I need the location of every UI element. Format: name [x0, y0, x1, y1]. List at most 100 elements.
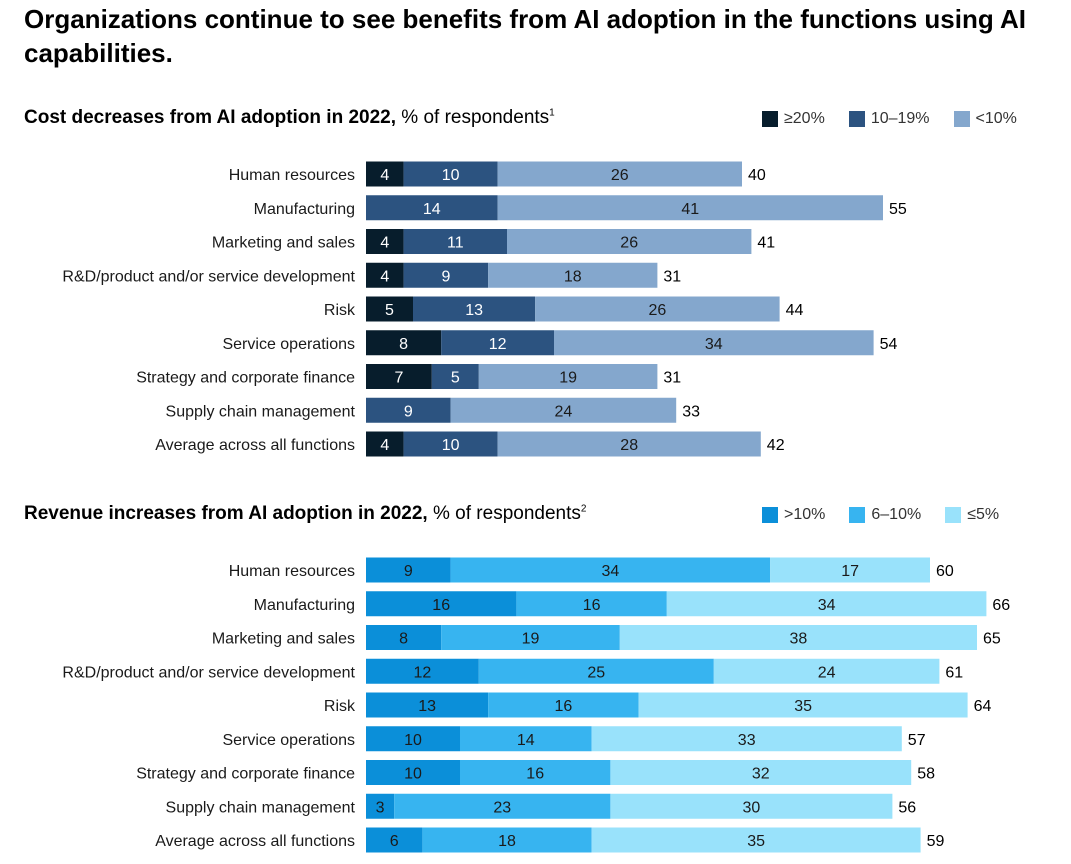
revenue-category-label: Human resources	[229, 563, 355, 580]
revenue-segment-label: 19	[522, 631, 540, 648]
cost-segment-label: 11	[447, 235, 464, 252]
revenue-bar-segment	[610, 760, 912, 785]
cost-bar-segment	[488, 262, 658, 288]
cost-segment-label: 4	[380, 235, 389, 252]
cost-segment-label: 34	[705, 336, 723, 353]
revenue-segment-label: 30	[743, 799, 761, 816]
revenue-segment-label: 25	[587, 664, 605, 681]
cost-legend-swatch-2	[953, 111, 970, 127]
cost-bar-segment	[403, 262, 489, 288]
revenue-legend-item-1: 6–10%	[849, 506, 921, 524]
cost-segment-label: 28	[620, 437, 638, 454]
revenue-bar-segment	[460, 726, 592, 752]
revenue-chart-footnote: 2	[580, 503, 587, 515]
cost-bar-segment	[366, 431, 404, 457]
cost-bar-segment	[366, 397, 451, 423]
cost-bar-segment	[413, 296, 536, 322]
revenue-segment-label: 9	[404, 563, 413, 580]
cost-segment-label: 8	[399, 336, 408, 353]
revenue-segment-label: 17	[841, 563, 859, 580]
cost-total-label: 40	[748, 167, 766, 184]
cost-category-label: Supply chain management	[166, 403, 356, 420]
cost-segment-label: 26	[611, 167, 629, 184]
cost-category-label: Marketing and sales	[212, 235, 355, 252]
cost-bar-segment	[403, 229, 507, 254]
revenue-total-label: 59	[927, 833, 945, 850]
cost-segment-label: 4	[380, 167, 389, 184]
cost-bar-segment	[535, 296, 780, 322]
cost-legend-item-2: <10%	[953, 110, 1017, 128]
revenue-bar-segment	[610, 793, 893, 819]
revenue-legend-item-2: ≤5%	[945, 506, 999, 524]
revenue-bar-segment	[478, 658, 714, 684]
cost-category-label: Risk	[324, 302, 356, 319]
cost-bar-segment	[497, 431, 761, 457]
revenue-bar-segment	[591, 726, 902, 752]
revenue-segment-label: 34	[818, 597, 836, 614]
revenue-bar-segment	[366, 692, 489, 718]
revenue-segment-label: 35	[747, 833, 765, 850]
revenue-total-label: 58	[917, 766, 935, 783]
cost-total-label: 44	[786, 302, 804, 319]
revenue-bar-segment	[366, 760, 460, 785]
cost-bar-segment	[450, 397, 677, 423]
revenue-category-label: Marketing and sales	[212, 631, 355, 648]
revenue-segment-label: 24	[818, 664, 836, 681]
cost-bar-segment	[366, 229, 404, 254]
revenue-segment-label: 16	[583, 597, 601, 614]
revenue-bar-segment	[366, 793, 395, 819]
revenue-legend-swatch-1	[849, 507, 866, 523]
cost-segment-label: 24	[555, 403, 573, 420]
cost-bar-segment	[366, 262, 404, 288]
revenue-bar-segment	[460, 760, 611, 785]
revenue-segment-label: 34	[602, 563, 620, 580]
revenue-total-label: 60	[936, 563, 954, 580]
cost-chart-footnote: 1	[549, 107, 555, 119]
cost-segment-label: 12	[489, 336, 507, 353]
cost-segment-label: 13	[465, 302, 483, 319]
cost-chart-title-bold: Cost decreases from AI adoption in 2022,	[24, 107, 397, 128]
revenue-legend-label-0: >10%	[784, 506, 826, 523]
cost-bar-segment	[403, 431, 498, 457]
revenue-bar-segment	[394, 793, 611, 819]
revenue-segment-label: 10	[404, 732, 422, 749]
cost-segment-label: 5	[451, 370, 460, 387]
revenue-segment-label: 16	[555, 698, 573, 715]
cost-bar-segment	[497, 195, 883, 221]
cost-segment-label: 5	[385, 302, 394, 319]
revenue-legend-swatch-2	[945, 507, 962, 523]
revenue-segment-label: 8	[399, 631, 408, 648]
revenue-legend-item-0: >10%	[762, 506, 825, 524]
cost-segment-label: 4	[380, 437, 389, 454]
cost-segment-label: 26	[649, 302, 667, 319]
cost-bar-chart: Human resources 4 10 26 40 Manufacturing 14 41 5…	[62, 161, 907, 457]
cost-segment-label: 4	[380, 268, 389, 285]
cost-category-label: Service operations	[222, 336, 355, 353]
cost-legend-label-0: ≥20%	[784, 110, 825, 127]
cost-total-label: 54	[880, 336, 898, 353]
revenue-chart-title: Revenue increases from AI adoption in 20…	[24, 502, 586, 526]
cost-chart-title: Cost decreases from AI adoption in 2022,…	[24, 106, 555, 130]
cost-total-label: 33	[682, 403, 700, 420]
cost-total-label: 31	[663, 370, 681, 387]
cost-segment-label: 9	[404, 403, 413, 420]
cost-segment-label: 10	[442, 437, 460, 454]
revenue-segment-label: 16	[432, 597, 450, 614]
cost-bar-segment	[366, 364, 432, 389]
revenue-total-label: 61	[945, 664, 963, 681]
revenue-legend-label-2: ≤5%	[967, 506, 1000, 523]
revenue-bar-segment	[366, 557, 451, 583]
main-title: Organizations continue to see benefits f…	[24, 4, 1026, 68]
cost-bar-segment	[403, 161, 498, 187]
cost-bar-segment	[366, 296, 413, 322]
revenue-segment-label: 6	[390, 833, 399, 850]
cost-category-label: R&D/product and/or service development	[62, 268, 355, 285]
revenue-legend: >10% 6–10% ≤5%	[762, 506, 999, 524]
cost-bar-segment	[478, 364, 658, 389]
cost-legend-label-2: <10%	[975, 110, 1017, 127]
revenue-segment-label: 35	[794, 698, 812, 715]
cost-total-label: 42	[767, 437, 785, 454]
revenue-bar-segment	[366, 726, 460, 752]
revenue-segment-label: 13	[418, 698, 436, 715]
revenue-bar-segment	[422, 827, 592, 853]
